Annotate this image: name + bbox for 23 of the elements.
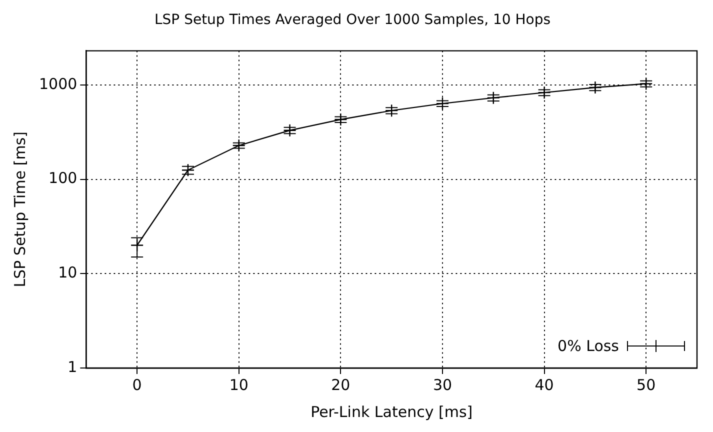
y-tick-label: 100	[48, 169, 78, 188]
x-tick-label: 40	[534, 376, 554, 394]
chart-title: LSP Setup Times Averaged Over 1000 Samples, 10 Hops	[154, 12, 551, 28]
point	[486, 91, 500, 104]
point	[640, 77, 653, 90]
point	[436, 96, 450, 110]
y-tick-label: 1000	[38, 74, 78, 93]
legend-label: 0% Loss	[558, 337, 619, 355]
x-tick-label: 0	[132, 376, 142, 394]
x-tick-label: 50	[636, 376, 656, 394]
y-axis-title: LSP Setup Time [ms]	[10, 132, 29, 288]
point	[334, 112, 348, 126]
point	[283, 124, 296, 137]
y-tick-label: 10	[58, 264, 78, 282]
x-tick-label: 20	[331, 376, 350, 394]
point	[384, 104, 398, 118]
x-tick-label: 30	[432, 376, 452, 394]
y-tick-label: 1	[68, 358, 78, 376]
point	[588, 80, 602, 94]
point	[538, 86, 551, 100]
x-axis-title: Per-Link Latency [ms]	[310, 402, 473, 421]
point	[232, 138, 246, 152]
x-tick-label: 10	[229, 376, 248, 394]
